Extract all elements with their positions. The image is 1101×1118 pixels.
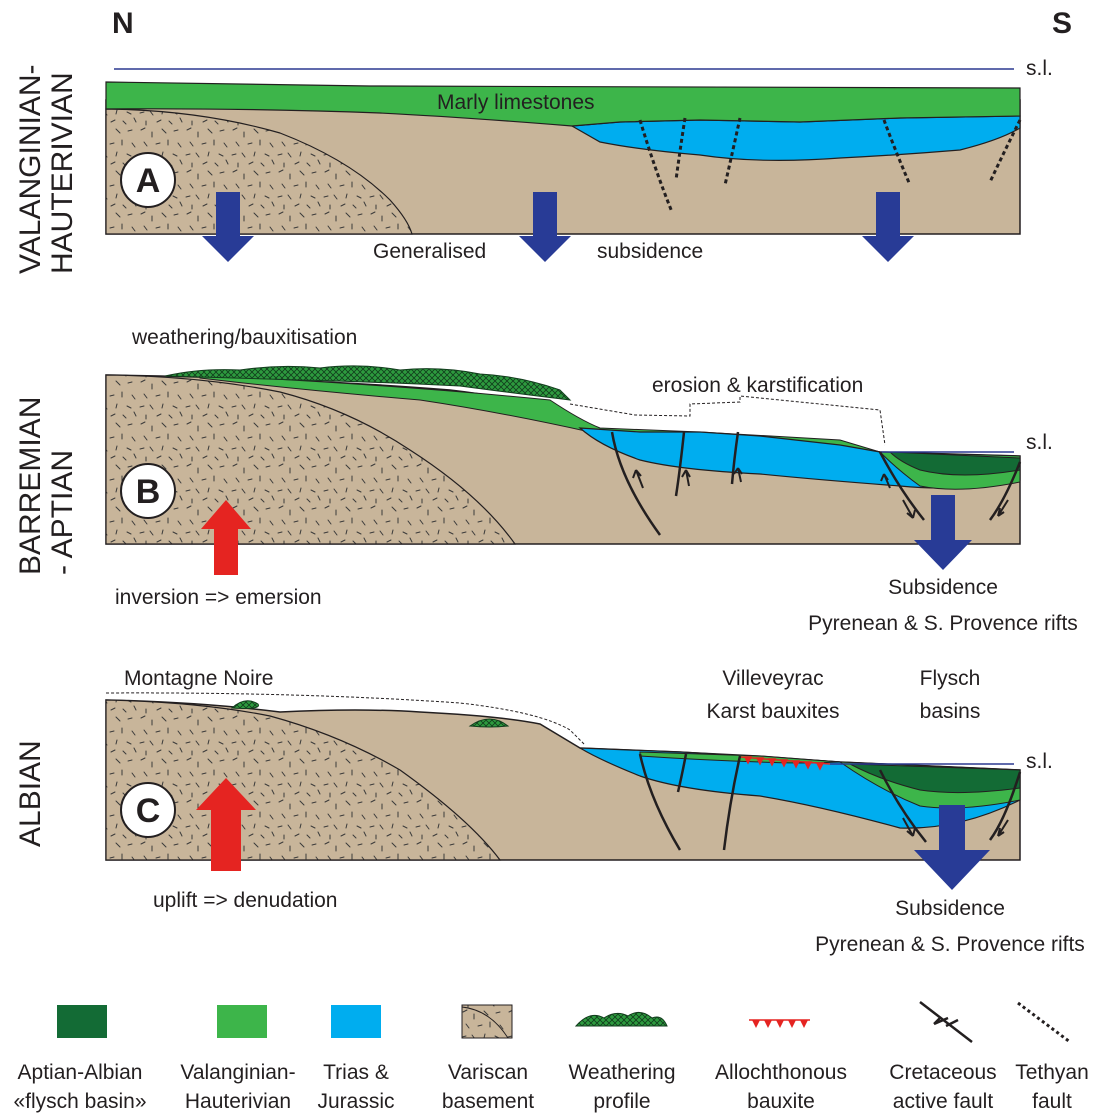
panel-c-circle	[120, 782, 176, 838]
legend-label: basement	[442, 1090, 534, 1113]
subsidence-b-label: Subsidence	[888, 576, 998, 599]
montagne-noire-label: Montagne Noire	[124, 667, 273, 690]
variscan-basement	[105, 108, 413, 235]
north-label: N	[112, 7, 134, 40]
stage-a-line1: VALANGINIAN-	[14, 65, 47, 275]
basins-label: basins	[920, 700, 981, 723]
legend: Aptian-Albian «flysch basin» Valanginian…	[13, 1001, 1089, 1113]
legend-label: Variscan	[448, 1061, 528, 1084]
sea-level-label: s.l.	[1026, 431, 1053, 454]
generalised-label: Generalised	[373, 240, 486, 263]
subsidence-arrow	[202, 192, 254, 262]
legend-label: Jurassic	[317, 1090, 394, 1113]
weathering-profile	[468, 718, 510, 728]
legend-label: Allochthonous	[715, 1061, 847, 1084]
weathering-label: weathering/bauxitisation	[131, 326, 357, 349]
panel-b: BARREMIAN - APTIAN weathering/bauxitisat…	[14, 326, 1078, 635]
subsidence-arrows-a	[202, 192, 914, 262]
south-label: S	[1052, 7, 1072, 40]
uplift-arrow	[201, 500, 251, 575]
legend-label: bauxite	[747, 1090, 815, 1113]
allochthonous-bauxite	[739, 756, 831, 771]
inversion-label: inversion => emersion	[115, 586, 322, 609]
stage-b-line1: BARREMIAN	[14, 397, 47, 575]
panel-b-letter: B	[136, 473, 161, 511]
subsidence-arrow	[862, 192, 914, 262]
weathering-profile	[230, 700, 259, 709]
marly-limestone-layer	[105, 81, 1021, 127]
flysch-basin-layer	[849, 763, 1021, 794]
panel-a-circle	[120, 152, 176, 208]
green-swatch	[217, 1005, 267, 1038]
erosion-label: erosion & karstification	[652, 374, 863, 397]
legend-label: Trias &	[323, 1061, 389, 1084]
sea-level-label: s.l.	[1026, 750, 1053, 773]
legend-label: Aptian-Albian	[18, 1061, 143, 1084]
villeveyrac-label: Villeveyrac	[722, 667, 823, 690]
tethyan-faults	[638, 117, 1022, 213]
dashed-fault-icon	[1017, 1001, 1071, 1044]
legend-label: Tethyan	[1015, 1061, 1089, 1084]
subsidence-label: subsidence	[597, 240, 703, 263]
weathering-symbol	[574, 1012, 668, 1027]
legend-label: Weathering	[568, 1061, 675, 1084]
subsidence-arrow	[914, 495, 972, 570]
stage-b-line2: - APTIAN	[46, 450, 79, 575]
legend-label: Hauterivian	[185, 1090, 291, 1113]
panel-a: VALANGINIAN- HAUTERIVIAN s.l. Marly lime…	[14, 57, 1053, 274]
legend-label: active fault	[893, 1090, 994, 1113]
weathering-profile	[164, 365, 572, 401]
panel-c: ALBIAN Montagne Noire Villeveyrac Karst …	[14, 667, 1085, 956]
dark-green-swatch	[57, 1005, 107, 1038]
marly-limestones-label: Marly limestones	[437, 91, 595, 114]
legend-label: Valanginian-	[180, 1061, 295, 1084]
legend-label: fault	[1032, 1090, 1072, 1113]
subsidence-arrow	[519, 192, 571, 262]
stage-a-line2: HAUTERIVIAN	[46, 72, 79, 274]
sea-level-label: s.l.	[1026, 57, 1053, 80]
stage-c-line1: ALBIAN	[14, 740, 47, 847]
uplift-label: uplift => denudation	[153, 889, 338, 912]
subsidence-arrow	[914, 805, 990, 890]
bauxite-symbol	[749, 1019, 810, 1028]
flysch-label: Flysch	[920, 667, 981, 690]
rifts-c-label: Pyrenean & S. Provence rifts	[815, 933, 1085, 956]
variscan-basement	[105, 374, 517, 545]
legend-label: «flysch basin»	[13, 1090, 146, 1113]
uplift-arrow	[196, 778, 256, 871]
blue-swatch	[331, 1005, 381, 1038]
basement-swatch	[461, 1004, 513, 1039]
fault-slip-arrows	[902, 817, 1009, 837]
active-faults	[638, 753, 1022, 851]
subsidence-c-label: Subsidence	[895, 897, 1005, 920]
eroded-outline	[569, 395, 886, 446]
variscan-basement	[105, 699, 502, 861]
flysch-basin-layer	[888, 451, 1021, 476]
former-surface	[105, 692, 586, 746]
panel-c-letter: C	[136, 792, 161, 830]
legend-label: Cretaceous	[889, 1061, 996, 1084]
fault-slip-arrows	[632, 467, 1009, 519]
karst-bauxites-label: Karst bauxites	[706, 700, 839, 723]
fault-arrows-icon	[919, 1001, 973, 1043]
legend-label: profile	[593, 1090, 650, 1113]
rifts-b-label: Pyrenean & S. Provence rifts	[808, 612, 1078, 635]
active-faults	[610, 431, 1022, 536]
panel-a-letter: A	[136, 162, 161, 200]
panel-b-circle	[120, 463, 176, 519]
